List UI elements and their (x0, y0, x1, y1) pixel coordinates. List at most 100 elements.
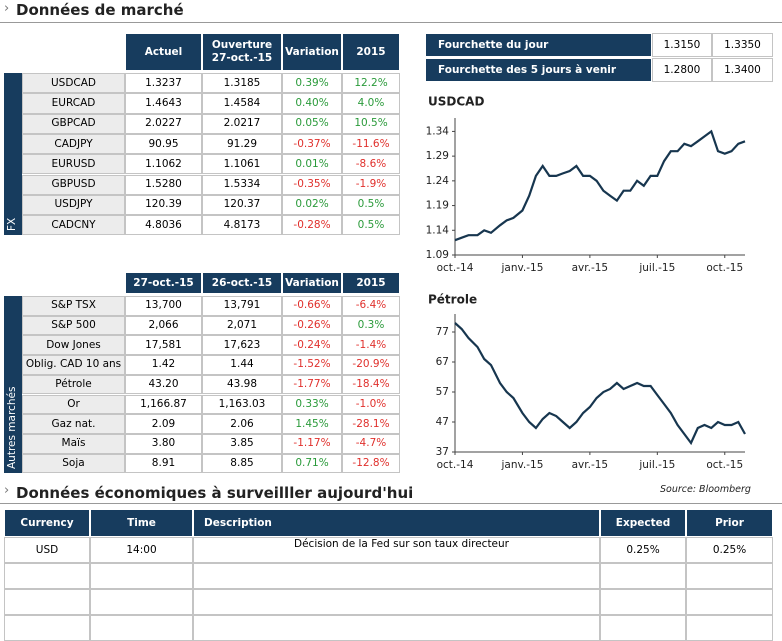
chart-title: USDCAD (428, 95, 484, 109)
range-value: 1.3150 (652, 33, 712, 57)
row-label: Soja (22, 453, 125, 474)
cell-value: 3.85 (202, 433, 282, 454)
cell-value: 0.39% (282, 73, 342, 94)
cell-value: 1,163.03 (202, 394, 282, 415)
header-text: 2015 (356, 45, 386, 58)
cell-value: 0.05% (282, 113, 342, 134)
x-tick-label: oct.-14 (437, 262, 474, 274)
column-header: Variation (282, 272, 342, 294)
econ-header: Expected (600, 509, 686, 537)
column-header: Actuel (125, 33, 202, 71)
cell-value: 1,166.87 (125, 394, 202, 415)
cell-value: -0.28% (282, 215, 342, 236)
cell-value: 2.0217 (202, 113, 282, 134)
cell-value: 1.3185 (202, 73, 282, 94)
cell-value: -0.26% (282, 315, 342, 336)
cell-value: -1.9% (342, 174, 400, 195)
empty-cell (600, 563, 686, 589)
header-text: 2015 (356, 276, 386, 289)
y-tick-label: 1.24 (426, 175, 450, 187)
cell-value: 2,071 (202, 315, 282, 336)
x-tick-label: juil.-15 (638, 262, 675, 274)
cell-value: 1.5280 (125, 174, 202, 195)
cell-value: -0.35% (282, 174, 342, 195)
header-text: 26-oct.-15 (211, 276, 273, 289)
y-tick-label: 1.09 (426, 249, 449, 261)
cell-value: 17,623 (202, 335, 282, 356)
cell-value: -1.77% (282, 374, 342, 395)
cell-value: 120.39 (125, 194, 202, 216)
econ-bar: › Données économiques à surveilller aujo… (0, 482, 782, 504)
header-text: 27-oct.-15 (211, 52, 273, 64)
x-tick-label: avr.-15 (572, 459, 609, 471)
cell-value: 120.37 (202, 194, 282, 216)
price-line (454, 322, 746, 446)
y-tick-label: 1.14 (426, 224, 450, 236)
column-header: 2015 (342, 33, 400, 71)
cell-value: 1.5334 (202, 174, 282, 195)
cell-value: -8.6% (342, 154, 400, 175)
cell-value: -6.4% (342, 296, 400, 316)
cell-value: 1.45% (282, 414, 342, 434)
cell-value: 0.3% (342, 315, 400, 336)
cell-value: 0.40% (282, 93, 342, 114)
cell-value: 43.98 (202, 374, 282, 395)
row-label: S&P 500 (22, 315, 125, 336)
cell-value: 1.44 (202, 355, 282, 375)
cell-value: 2.09 (125, 414, 202, 434)
header-text: 27-oct.-15 (133, 276, 194, 289)
row-label: Or (22, 394, 125, 415)
range-value: 1.2800 (652, 58, 712, 82)
x-tick-label: janv.-15 (500, 262, 543, 274)
row-label: GBPCAD (22, 113, 125, 134)
x-tick-label: oct.-15 (706, 459, 743, 471)
empty-cell (90, 589, 193, 615)
cell-value: 4.0% (342, 93, 400, 114)
cell-value: 13,791 (202, 296, 282, 316)
cell-value: 10.5% (342, 113, 400, 134)
column-header: 2015 (342, 272, 400, 294)
chevron: › (4, 1, 10, 16)
cell-value: 0.71% (282, 453, 342, 474)
cell-value: 17,581 (125, 335, 202, 356)
cell-value: -0.66% (282, 296, 342, 316)
cell-value: -0.37% (282, 133, 342, 155)
row-label: Maïs (22, 433, 125, 454)
cell-value: -18.4% (342, 374, 400, 395)
cell-value: 0.33% (282, 394, 342, 415)
header-bar: › Données de marché (0, 0, 782, 23)
cell-value: -1.17% (282, 433, 342, 454)
cell-value: -1.4% (342, 335, 400, 356)
cell-value: 4.8173 (202, 215, 282, 236)
econ-cell: 0.25% (600, 537, 686, 563)
cell-value: 1.4643 (125, 93, 202, 114)
cell-value: -0.24% (282, 335, 342, 356)
x-tick-label: oct.-15 (706, 262, 743, 274)
empty-cell (4, 589, 90, 615)
empty-cell (600, 589, 686, 615)
row-label: Pétrole (22, 374, 125, 395)
cell-value: 2.06 (202, 414, 282, 434)
cell-value: 0.02% (282, 194, 342, 216)
empty-cell (600, 615, 686, 641)
cell-value: 0.5% (342, 215, 400, 236)
cell-value: -4.7% (342, 433, 400, 454)
empty-cell (193, 589, 600, 615)
cell-value: 90.95 (125, 133, 202, 155)
row-label: USDJPY (22, 194, 125, 216)
cell-value: 0.01% (282, 154, 342, 175)
row-label: Oblig. CAD 10 ans (22, 355, 125, 375)
row-label: EURCAD (22, 93, 125, 114)
cell-value: -1.52% (282, 355, 342, 375)
cell-value: 4.8036 (125, 215, 202, 236)
header-text: Actuel (144, 45, 183, 58)
side-label-bar: FX (4, 73, 22, 236)
row-label: USDCAD (22, 73, 125, 94)
econ-cell: 14:00 (90, 537, 193, 563)
y-tick-label: 1.34 (426, 125, 450, 137)
range-value: 1.3350 (712, 33, 773, 57)
cell-value: -12.8% (342, 453, 400, 474)
price-line (454, 129, 746, 242)
row-label: Gaz nat. (22, 414, 125, 434)
